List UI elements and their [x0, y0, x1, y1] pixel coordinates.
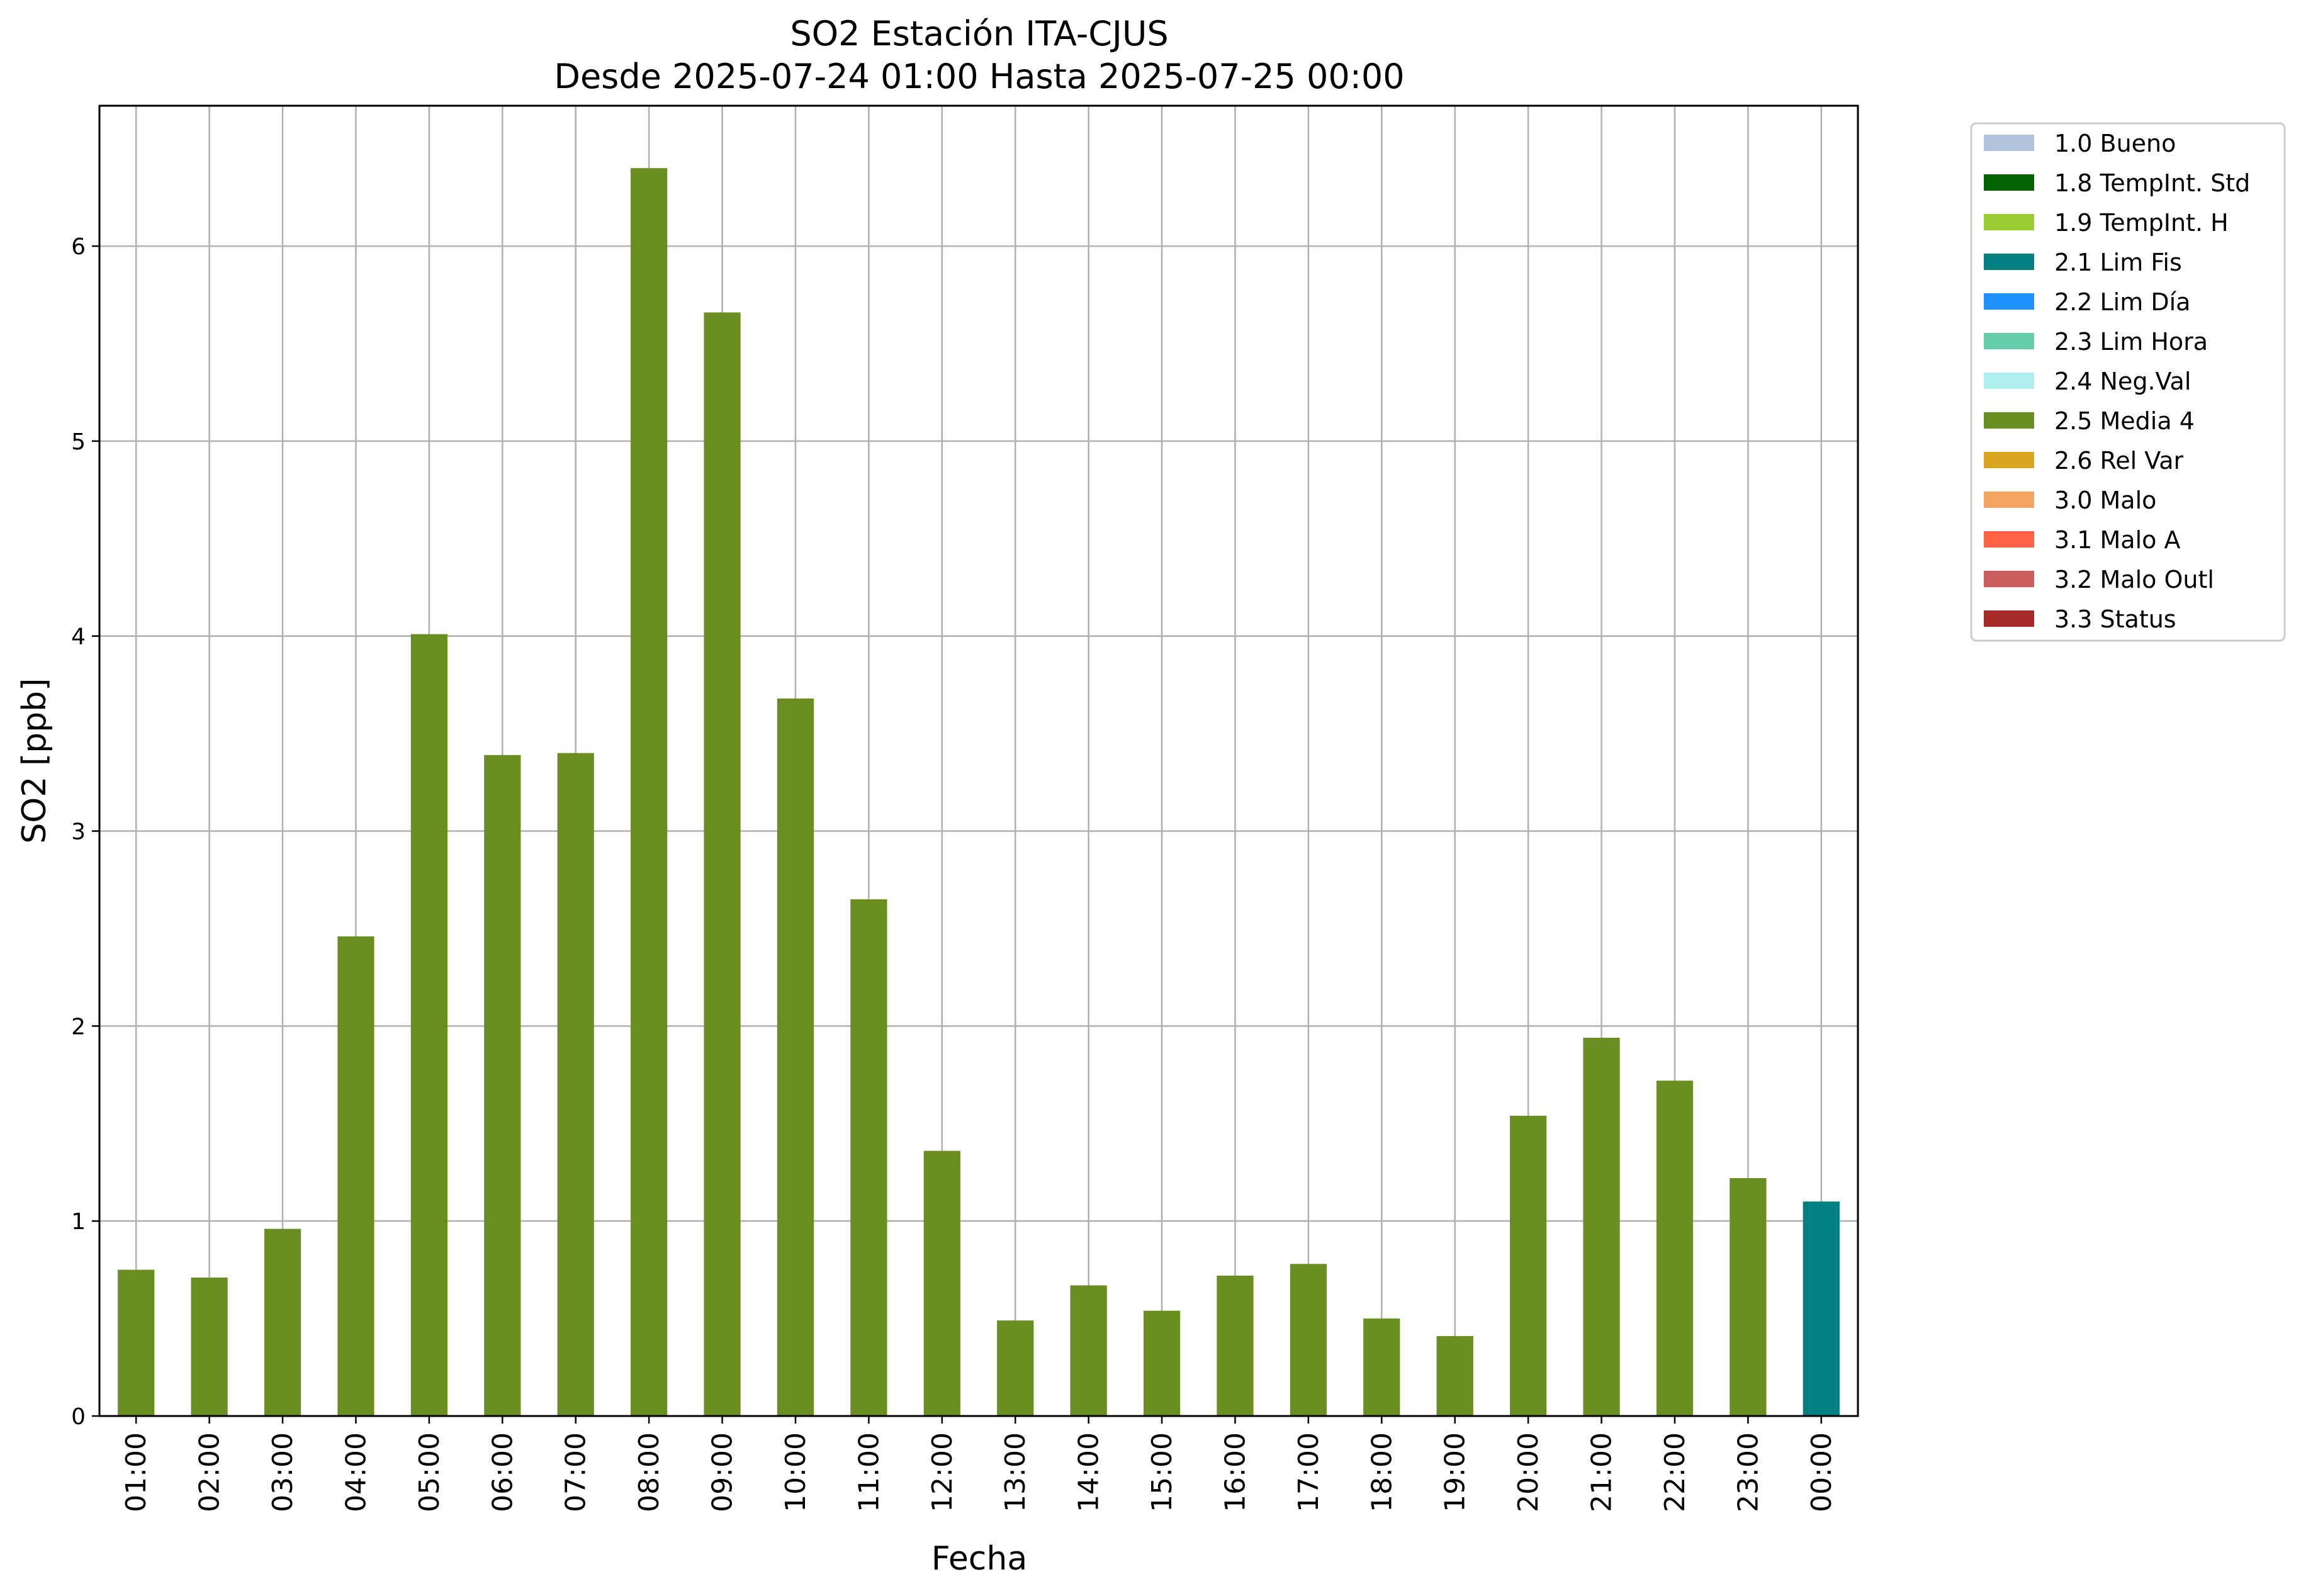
- x-tick-label: 18:00: [1366, 1432, 1398, 1512]
- legend-label-1.9: 1.9 TempInt. H: [2054, 209, 2229, 237]
- chart-subtitle: Desde 2025-07-24 01:00 Hasta 2025-07-25 …: [554, 57, 1404, 96]
- bar-1700: [1290, 1264, 1327, 1416]
- x-tick-label: 21:00: [1586, 1432, 1618, 1512]
- x-tick-label: 23:00: [1732, 1432, 1764, 1512]
- x-tick-label: 22:00: [1659, 1432, 1691, 1512]
- y-axis-ticks: 0 1 2 3 4 5 6: [71, 234, 99, 1430]
- y-tick-label: 1: [71, 1209, 86, 1235]
- bar-0900: [704, 312, 741, 1417]
- legend-label-2.3: 2.3 Lim Hora: [2054, 328, 2208, 356]
- legend-swatch-3.0: [1984, 492, 2034, 508]
- bar-0000: [1803, 1201, 1840, 1416]
- legend-swatch-2.4: [1984, 373, 2034, 389]
- x-tick-label: 07:00: [560, 1432, 592, 1512]
- x-tick-label: 06:00: [487, 1432, 519, 1512]
- bar-1300: [997, 1320, 1034, 1416]
- bar-0500: [410, 634, 447, 1416]
- x-tick-label: 02:00: [194, 1432, 226, 1512]
- y-axis-label: SO2 [ppb]: [16, 678, 53, 843]
- bar-0800: [631, 168, 668, 1417]
- bar-1500: [1143, 1310, 1181, 1416]
- x-tick-label: 10:00: [780, 1432, 812, 1512]
- legend-swatch-2.3: [1984, 333, 2034, 349]
- y-tick-label: 6: [71, 234, 86, 260]
- x-tick-label: 00:00: [1806, 1432, 1838, 1512]
- bar-0700: [557, 753, 594, 1416]
- legend-label-3.2: 3.2 Malo Outl: [2054, 566, 2214, 593]
- x-tick-label: 01:00: [120, 1432, 152, 1512]
- x-tick-label: 14:00: [1073, 1432, 1105, 1512]
- legend: 1.0 Bueno 1.8 TempInt. Std 1.9 TempInt. H 2…: [1970, 122, 2286, 642]
- x-tick-label: 03:00: [267, 1432, 299, 1512]
- bar-2200: [1656, 1081, 1694, 1416]
- bar-1000: [777, 698, 814, 1416]
- legend-swatch-2.6: [1984, 452, 2034, 468]
- x-tick-label: 16:00: [1219, 1432, 1251, 1512]
- bar-2000: [1510, 1115, 1547, 1416]
- y-tick-label: 4: [71, 624, 86, 650]
- x-tick-label: 09:00: [707, 1432, 739, 1512]
- legend-label-2.2: 2.2 Lim Día: [2054, 288, 2190, 316]
- legend-swatch-1.8: [1984, 174, 2034, 191]
- bar-2100: [1583, 1037, 1620, 1416]
- y-tick-label: 5: [71, 429, 86, 455]
- x-axis-ticks: 01:00 02:00 03:00 04:00 05:00 06:00 07:00 08:00…: [120, 1416, 1838, 1512]
- legend-label-3.1: 3.1 Malo A: [2054, 526, 2180, 554]
- legend-swatch-3.1: [1984, 531, 2034, 548]
- x-tick-label: 11:00: [853, 1432, 885, 1512]
- x-tick-label: 08:00: [633, 1432, 665, 1512]
- legend-label-2.4: 2.4 Neg.Val: [2054, 368, 2191, 395]
- x-tick-label: 05:00: [414, 1432, 446, 1512]
- legend-label-3.0: 3.0 Malo: [2054, 486, 2156, 514]
- x-tick-label: 13:00: [999, 1432, 1032, 1512]
- bars-layer: [118, 168, 1840, 1417]
- legend-label-1.8: 1.8 TempInt. Std: [2054, 169, 2250, 197]
- y-tick-label: 2: [71, 1014, 86, 1040]
- x-tick-label: 20:00: [1512, 1432, 1544, 1512]
- legend-label-2.6: 2.6 Rel Var: [2054, 447, 2184, 475]
- legend-box: [1970, 122, 2286, 642]
- x-tick-label: 04:00: [340, 1432, 372, 1512]
- legend-swatch-2.5: [1984, 412, 2034, 429]
- legend-swatch-1.9: [1984, 214, 2034, 230]
- bar-1600: [1217, 1275, 1254, 1416]
- bar-1900: [1436, 1335, 1473, 1416]
- bar-0600: [484, 755, 521, 1416]
- x-tick-label: 12:00: [926, 1432, 959, 1512]
- legend-items: 1.0 Bueno 1.8 TempInt. Std 1.9 TempInt. H 2…: [1984, 130, 2250, 633]
- bar-1200: [923, 1150, 960, 1416]
- x-tick-label: 15:00: [1146, 1432, 1178, 1512]
- y-tick-label: 0: [71, 1404, 86, 1430]
- legend-label-2.5: 2.5 Media 4: [2054, 407, 2195, 435]
- y-tick-label: 3: [71, 819, 86, 845]
- legend-swatch-3.2: [1984, 571, 2034, 587]
- x-tick-label: 17:00: [1293, 1432, 1325, 1512]
- bar-2300: [1730, 1178, 1767, 1416]
- chart-title: SO2 Estación ITA-CJUS: [790, 14, 1168, 53]
- bar-0200: [191, 1278, 228, 1416]
- bar-0400: [337, 936, 374, 1416]
- bar-0100: [118, 1269, 155, 1416]
- legend-label-2.1: 2.1 Lim Fis: [2054, 249, 2182, 276]
- legend-swatch-2.1: [1984, 254, 2034, 270]
- bar-1400: [1070, 1285, 1107, 1416]
- x-axis-label: Fecha: [931, 1540, 1027, 1578]
- legend-swatch-3.3: [1984, 610, 2034, 627]
- bar-1100: [850, 899, 887, 1416]
- bar-0300: [264, 1228, 301, 1416]
- legend-label-3.3: 3.3 Status: [2054, 605, 2176, 633]
- legend-swatch-2.2: [1984, 293, 2034, 310]
- bar-1800: [1363, 1318, 1400, 1416]
- plot-frame: [98, 104, 1859, 1417]
- x-tick-label: 19:00: [1439, 1432, 1471, 1512]
- legend-label-1.0: 1.0 Bueno: [2054, 130, 2176, 157]
- legend-swatch-1.0: [1984, 135, 2034, 151]
